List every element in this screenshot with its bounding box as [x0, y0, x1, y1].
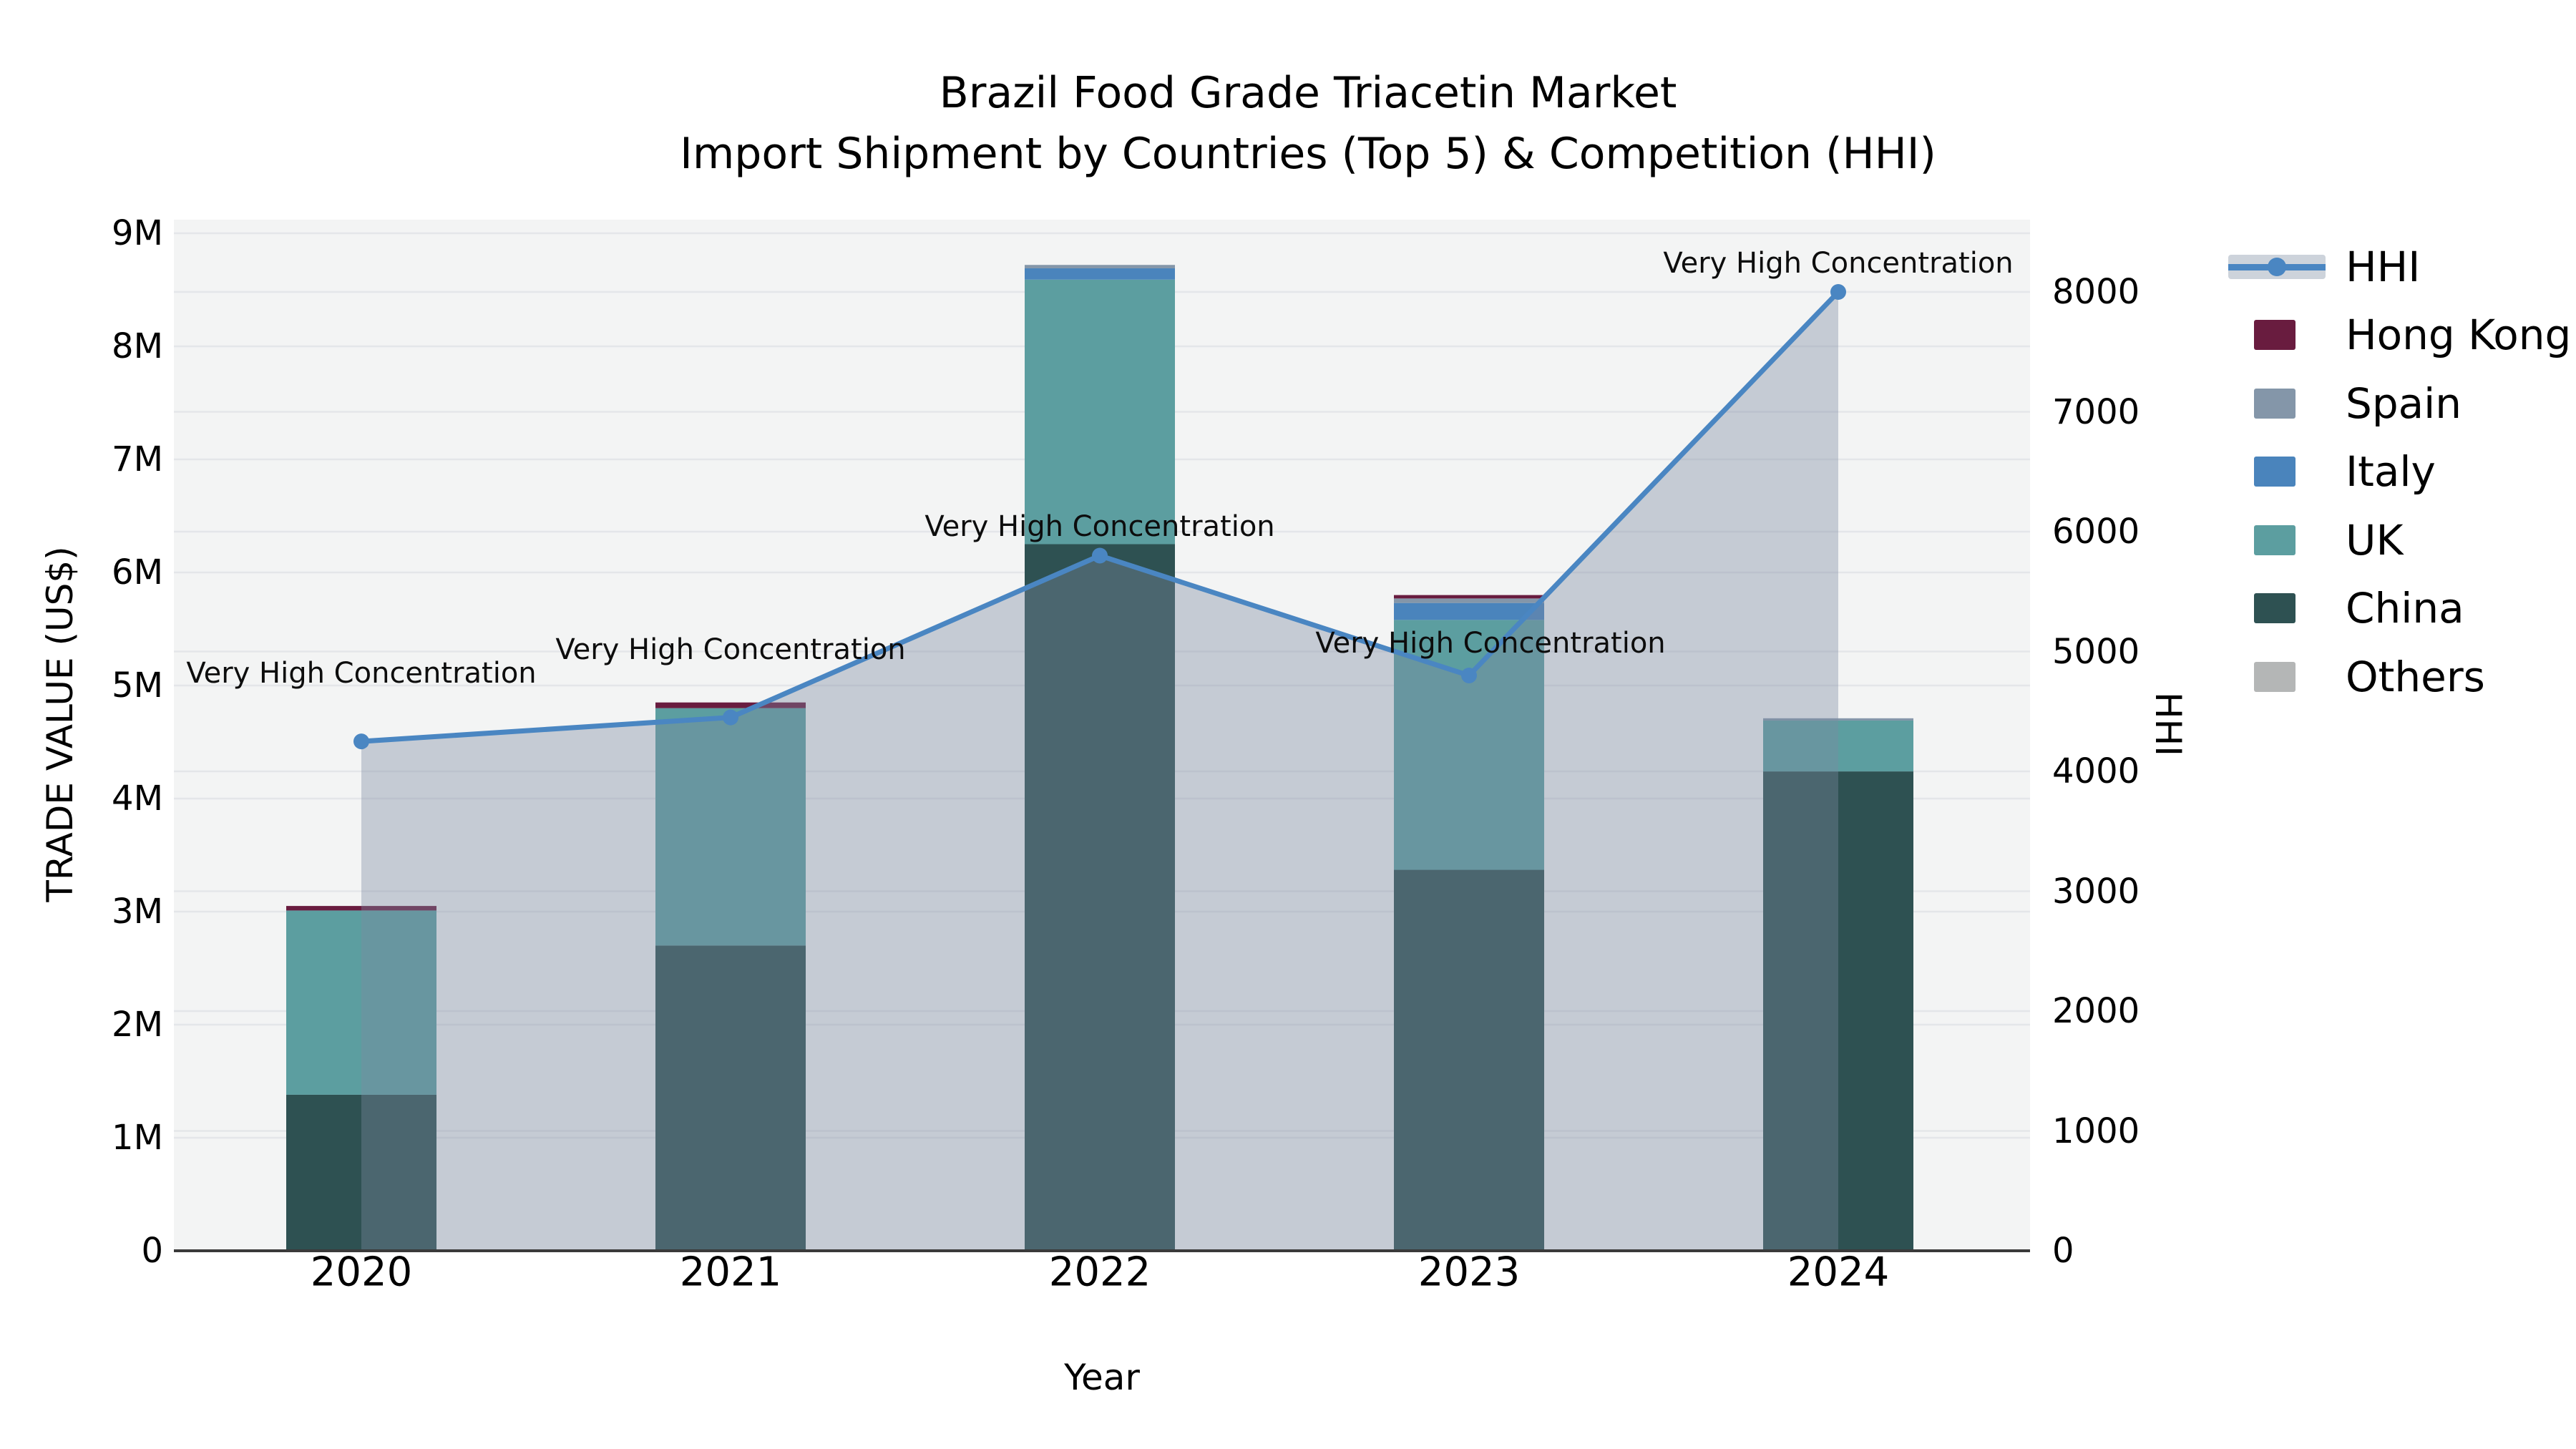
y-axis-right-title: HHI — [2147, 692, 2189, 756]
legend-swatch-china — [2254, 593, 2296, 623]
legend-label-uk: UK — [2346, 516, 2404, 565]
annotation-2020: Very High Concentration — [186, 657, 537, 691]
bar-segment-2021-uk — [655, 708, 806, 946]
legend-label-spain: Spain — [2346, 379, 2462, 428]
hhi-marker-2022 — [1092, 547, 1108, 564]
bar-segment-2024-china — [1763, 771, 1913, 1251]
y-right-tick-1000: 1000 — [2052, 1111, 2140, 1151]
legend-item-hhi: HHI — [2218, 233, 2576, 301]
legend-label-hhi: HHI — [2346, 243, 2421, 291]
y-left-tick-7M: 7M — [112, 439, 163, 479]
y-right-tick-6000: 6000 — [2052, 512, 2140, 552]
legend-swatch-hong-kong — [2254, 320, 2296, 350]
chart-title: Brazil Food Grade Triacetin Market Impor… — [680, 63, 1936, 185]
bar-segment-2022-spain — [1025, 265, 1175, 268]
legend-swatch-others — [2254, 662, 2296, 692]
bar-segment-2024-spain — [1763, 718, 1913, 721]
bar-segment-2021-hong-kong — [655, 702, 806, 708]
bar-segment-2023-china — [1394, 869, 1544, 1251]
y-right-tick-2000: 2000 — [2052, 991, 2140, 1031]
hhi-marker-2024 — [1830, 284, 1846, 300]
bar-segment-2020-hong-kong — [286, 906, 436, 911]
hhi-marker-2021 — [723, 709, 738, 726]
bar-segment-2020-china — [286, 1094, 436, 1251]
y-left-tick-2M: 2M — [112, 1005, 163, 1045]
hhi-marker-2023 — [1461, 668, 1477, 683]
chart-title-line1: Brazil Food Grade Triacetin Market — [939, 68, 1677, 118]
hhi-area — [361, 292, 1838, 1251]
chart-title-line2: Import Shipment by Countries (Top 5) & C… — [680, 129, 1936, 180]
y-left-tick-9M: 9M — [112, 213, 163, 253]
legend-item-uk: UK — [2218, 506, 2576, 575]
annotation-2023: Very High Concentration — [1315, 627, 1666, 660]
bar-segment-2022-uk — [1025, 279, 1175, 545]
legend-hhi-line-symbol — [2228, 255, 2326, 279]
legend-swatch-italy — [2254, 457, 2296, 487]
legend-label-italy: Italy — [2346, 447, 2436, 496]
y-axis-left-title: TRADE VALUE (US$) — [39, 546, 81, 902]
legend-item-spain: Spain — [2218, 369, 2576, 438]
bar-segment-2023-italy — [1394, 602, 1544, 620]
y-right-tick-0: 0 — [2052, 1231, 2074, 1271]
legend-label-others: Others — [2346, 653, 2485, 701]
x-tick-2023: 2023 — [1418, 1249, 1521, 1296]
y-right-tick-3000: 3000 — [2052, 871, 2140, 912]
bar-segment-2021-china — [655, 945, 806, 1251]
y-left-tick-4M: 4M — [112, 779, 163, 819]
legend-swatch-spain — [2254, 389, 2296, 419]
y-left-tick-8M: 8M — [112, 326, 163, 366]
legend-item-others: Others — [2218, 643, 2576, 711]
y-right-tick-4000: 4000 — [2052, 751, 2140, 791]
legend-label-hong-kong: Hong Kong — [2346, 311, 2572, 359]
y-right-tick-8000: 8000 — [2052, 272, 2140, 312]
x-tick-2021: 2021 — [679, 1249, 782, 1296]
bar-segment-2024-uk — [1763, 720, 1913, 772]
bar-segment-2023-spain — [1394, 598, 1544, 603]
x-tick-2020: 2020 — [310, 1249, 413, 1296]
legend-item-hong-kong: Hong Kong — [2218, 301, 2576, 369]
y-right-tick-7000: 7000 — [2052, 391, 2140, 432]
bar-segment-2022-italy — [1025, 268, 1175, 280]
y-right-tick-5000: 5000 — [2052, 631, 2140, 672]
y-left-tick-6M: 6M — [112, 552, 163, 592]
hhi-marker-2020 — [353, 733, 369, 750]
x-tick-2024: 2024 — [1787, 1249, 1890, 1296]
bar-segment-2022-china — [1025, 544, 1175, 1251]
annotation-2022: Very High Concentration — [924, 509, 1275, 543]
legend-label-china: China — [2346, 584, 2464, 633]
x-axis-title: Year — [1064, 1357, 1140, 1398]
legend-hhi-marker-dot — [2268, 258, 2286, 276]
legend-item-china: China — [2218, 574, 2576, 643]
y-left-tick-1M: 1M — [112, 1118, 163, 1158]
bar-segment-2020-uk — [286, 910, 436, 1095]
y-left-tick-5M: 5M — [112, 665, 163, 706]
y-left-tick-3M: 3M — [112, 892, 163, 932]
y-left-tick-0: 0 — [141, 1231, 163, 1271]
x-tick-2022: 2022 — [1048, 1249, 1151, 1296]
legend-swatch-uk — [2254, 525, 2296, 555]
legend-item-italy: Italy — [2218, 437, 2576, 506]
bar-segment-2023-hong-kong — [1394, 595, 1544, 599]
annotation-2024: Very High Concentration — [1663, 247, 2014, 280]
annotation-2021: Very High Concentration — [555, 633, 906, 666]
